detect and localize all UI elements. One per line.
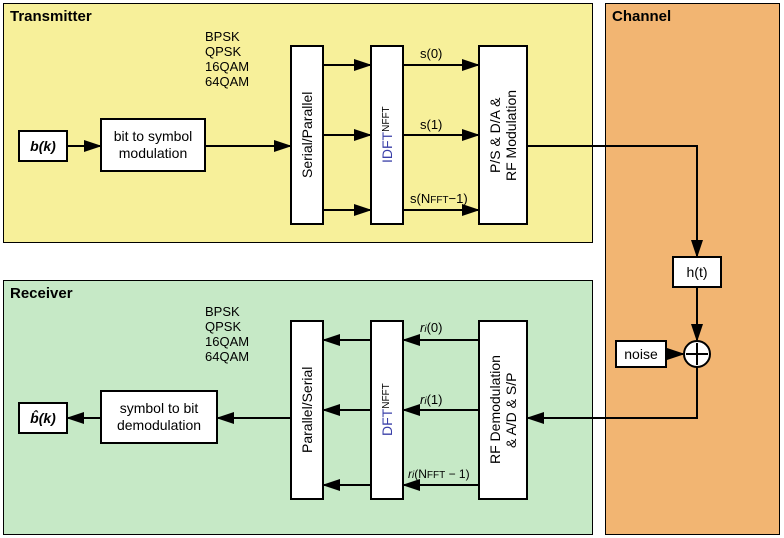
noise-box: noise (615, 340, 667, 368)
rx-rf-demod: RF Demodulation & A/D & S/P (478, 320, 528, 500)
s1-label: s(1) (420, 117, 442, 132)
channel-h-label: h(t) (687, 264, 708, 280)
tx-psrf-label: P/S & D/A & RF Modulation (487, 89, 519, 180)
rN-label: ri(NFFT − 1) (408, 467, 470, 481)
rx-output-label: b̂(k) (30, 410, 56, 426)
tx-input-label: b(k) (30, 138, 56, 154)
tx-sp-label: Serial/Parallel (299, 92, 315, 178)
rx-modulation-formats: BPSK QPSK 16QAM 64QAM (205, 305, 249, 365)
rx-dft-label: DFTNFFT (379, 384, 395, 437)
tx-modulator-label: bit to symbol modulation (114, 128, 193, 162)
tx-ps-rf: P/S & D/A & RF Modulation (478, 45, 528, 225)
transmitter-title: Transmitter (10, 8, 92, 25)
rx-demod-label: symbol to bit demodulation (117, 400, 201, 434)
tx-modulation-formats: BPSK QPSK 16QAM 64QAM (205, 30, 249, 90)
rx-ps-label: Parallel/Serial (299, 367, 315, 453)
tx-idft-label: IDFTNFFT (379, 107, 395, 164)
tx-serial-parallel: Serial/Parallel (290, 45, 324, 225)
receiver-title: Receiver (10, 285, 73, 302)
noise-label: noise (624, 346, 657, 362)
rx-parallel-serial: Parallel/Serial (290, 320, 324, 500)
channel-title: Channel (612, 8, 671, 25)
s0-label: s(0) (420, 46, 442, 61)
rx-demodulator: symbol to bit demodulation (100, 390, 218, 444)
channel-h: h(t) (672, 256, 722, 288)
sN-label: s(NFFT−1) (410, 191, 468, 206)
tx-input: b(k) (18, 130, 68, 162)
r0-label: ri(0) (420, 320, 442, 335)
rx-rf-label: RF Demodulation & A/D & S/P (487, 356, 519, 465)
r1-label: ri(1) (420, 392, 442, 407)
rx-dft: DFTNFFT (370, 320, 404, 500)
rx-output: b̂(k) (18, 402, 68, 434)
tx-idft: IDFTNFFT (370, 45, 404, 225)
tx-modulator: bit to symbol modulation (100, 118, 206, 172)
